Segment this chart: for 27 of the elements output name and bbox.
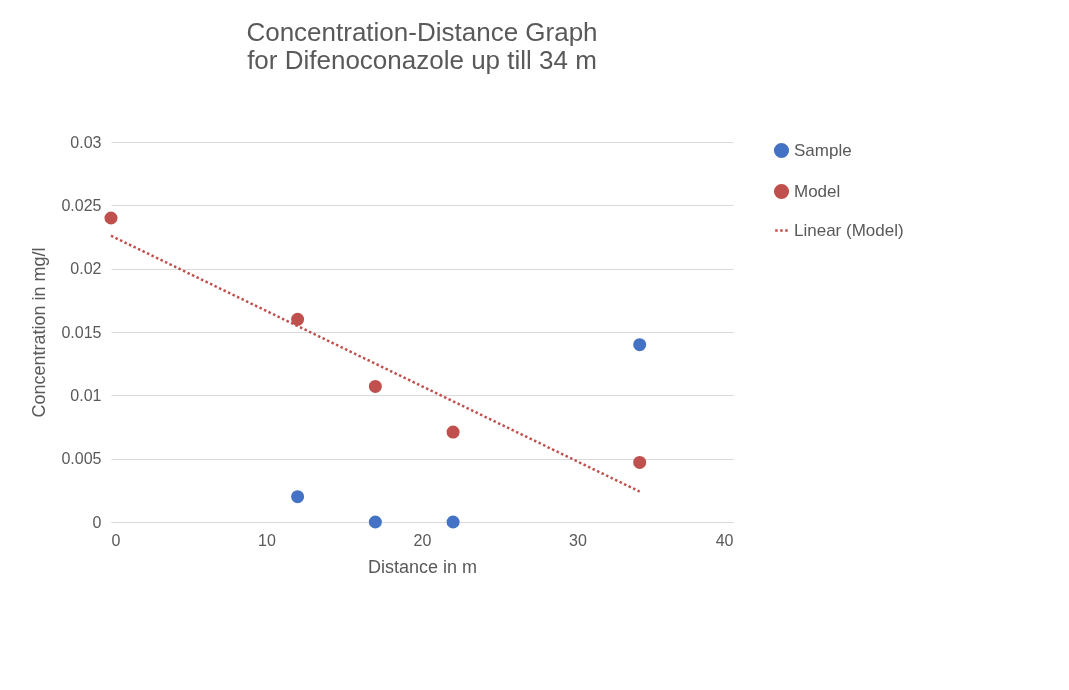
point — [446, 515, 460, 529]
x-tick-label: 10 — [258, 531, 276, 549]
point — [368, 515, 382, 529]
point — [291, 490, 305, 504]
y-tick-label: 0.03 — [70, 133, 102, 151]
y-tick-label: 0 — [92, 513, 102, 531]
legend-label: Sample — [794, 140, 852, 160]
point — [633, 338, 647, 352]
x-tick-label: 20 — [413, 531, 432, 549]
x-tick-label: 30 — [569, 531, 587, 549]
chart-title: Concentration-Distance Graph for Difenoconazole up till 34 m — [246, 17, 598, 75]
y-tick-label: 0.01 — [70, 386, 102, 404]
legend-label: Model — [794, 181, 841, 201]
y-tick-label: 0.025 — [61, 196, 102, 214]
point — [446, 425, 460, 439]
y-tick-label: 0.005 — [61, 450, 102, 468]
y-axis-title: Concentration in mg/l — [29, 247, 50, 418]
point — [368, 379, 382, 393]
y-tick-label: 0.02 — [70, 260, 102, 278]
point — [291, 312, 305, 326]
legend-label: Linear (Model) — [794, 220, 904, 240]
x-tick-label: 0 — [111, 531, 121, 549]
point — [104, 211, 118, 225]
x-tick-label: 40 — [715, 531, 734, 549]
x-axis-title: Distance in m — [367, 556, 478, 577]
y-tick-label: 0.015 — [61, 323, 102, 341]
point — [633, 455, 647, 469]
